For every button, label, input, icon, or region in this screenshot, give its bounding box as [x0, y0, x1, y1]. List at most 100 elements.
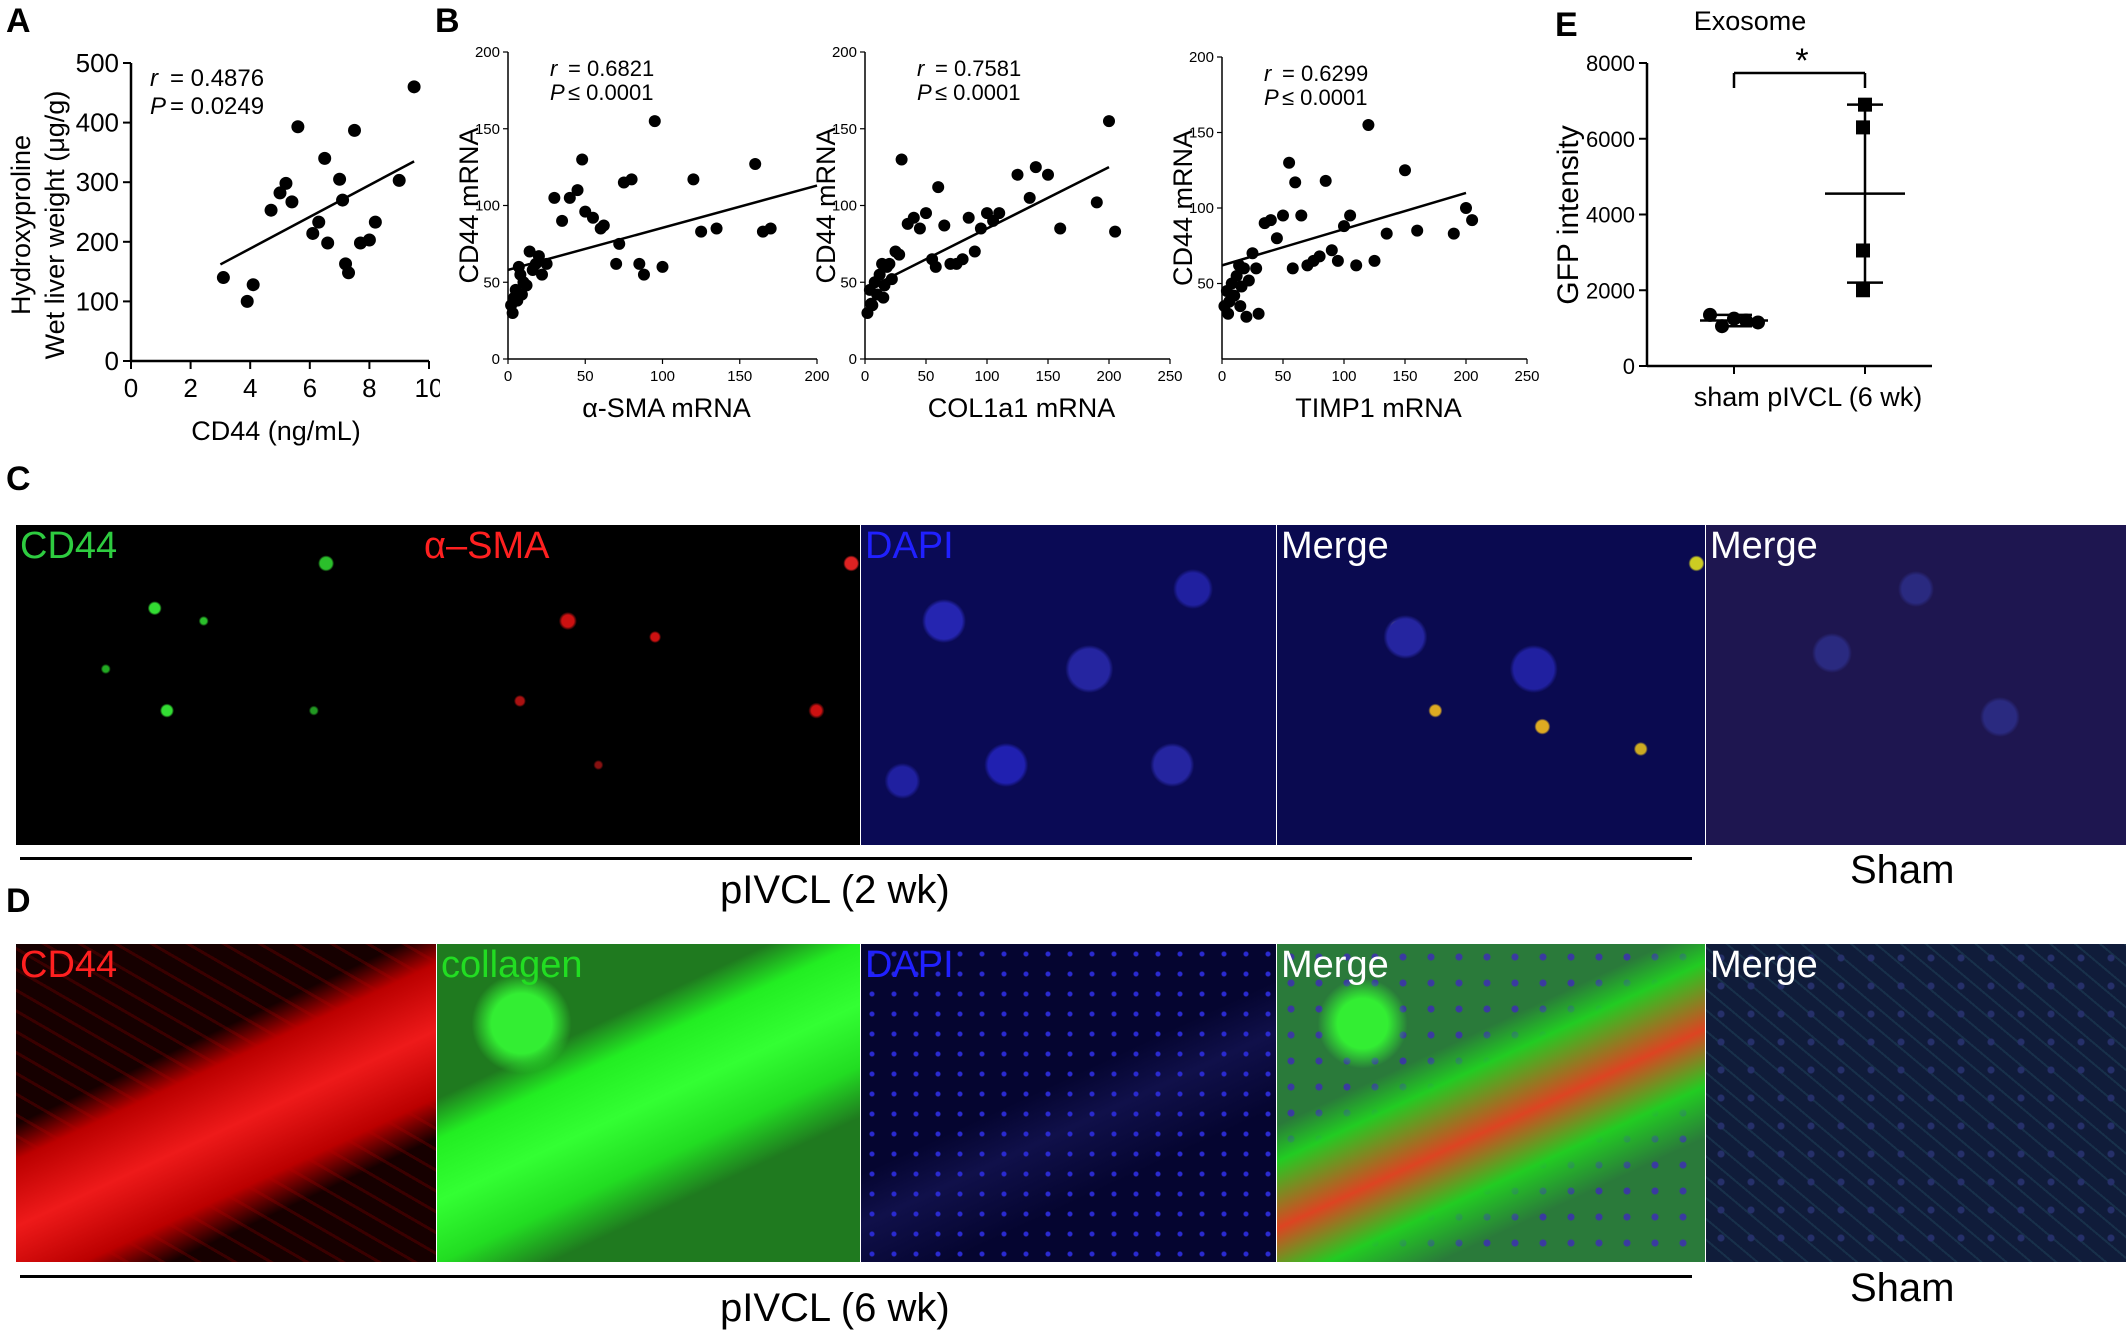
panel-b-xtick-label: 150 [727, 368, 752, 385]
panel-b-fit-line [507, 184, 818, 272]
panel-b-point [1234, 300, 1247, 313]
panel-b-xtick-label: 100 [1331, 368, 1356, 385]
panel-b-fit-line [864, 166, 1110, 292]
panel-a-point [273, 186, 287, 200]
panel-b-p-value: ≤ 0.0001 [935, 80, 1020, 105]
panel-b-point [532, 250, 545, 263]
panel-b-point [993, 207, 1006, 220]
c-image-dapi: DAPI [861, 525, 1276, 845]
panel-e-ytick-label: 6000 [1586, 127, 1635, 152]
panel-b-point [1368, 254, 1381, 267]
d-label-sham-merge: Merge [1710, 944, 1818, 986]
panel-e-chart: Exosome GFP intensity 02000400060008000 … [1552, 6, 1932, 412]
panel-a-ytick-label: 500 [76, 48, 119, 78]
panel-b-ytick-label: 50 [1197, 276, 1214, 293]
panel-e-ytick-label: 0 [1623, 354, 1635, 379]
panel-b-point [515, 288, 528, 301]
panel-b-point [866, 299, 879, 312]
panel-e-title: Exosome [1694, 6, 1807, 36]
panel-b-point [968, 245, 981, 258]
panel-b-point [1319, 174, 1332, 187]
panel-a-point [407, 80, 421, 94]
panel-b-ylabel: CD44 mRNA [1168, 130, 1198, 286]
c-group-label: pIVCL (2 wk) [720, 868, 950, 912]
panel-b-xtick-label: 150 [1392, 368, 1417, 385]
panel-a-r-value: = 0.4876 [170, 65, 264, 92]
panel-b-point [1237, 262, 1250, 275]
panel-b-xlabel: COL1a1 mRNA [928, 393, 1116, 423]
panel-b-point [749, 158, 762, 171]
panel-b-point [1023, 191, 1036, 204]
panel-b-point [913, 222, 926, 235]
panel-b-point [907, 211, 920, 224]
panel-b-xtick-label: 250 [1157, 368, 1182, 385]
panel-b-plot-col1a1: 0 50 100 150 200 250 0 50 100 150 200 CD44 mRNA COL1… [811, 44, 1183, 423]
panel-b-point [1331, 254, 1344, 267]
panel-b-point [523, 245, 536, 258]
panel-b-point [1466, 214, 1479, 227]
d-label-dapi: DAPI [865, 944, 954, 986]
panel-b-point [1283, 156, 1296, 169]
panel-b-ytick-label: 150 [475, 121, 500, 138]
c-image-sham-merge: Merge [1706, 525, 2126, 845]
panel-a-point [291, 120, 305, 134]
panel-label-e: E [1555, 6, 1578, 44]
panel-a-xtick-label: 6 [303, 373, 317, 403]
panel-b-p-label: P [550, 80, 565, 105]
panel-b-point [1295, 209, 1308, 222]
panel-b-r-label: r [1264, 61, 1273, 86]
panel-e-point-sham [1751, 315, 1765, 330]
panel-e-xlabel: sham pIVCL (6 wk) [1694, 382, 1923, 412]
panel-b-ytick-label: 200 [1189, 49, 1214, 66]
panel-b-plot-asma: 0 50 100 150 200 0 50 100 150 200 CD44 mRNA α-SMA m… [454, 44, 830, 423]
panel-b-point [1264, 214, 1277, 227]
panel-e-point-pivcl [1856, 120, 1870, 135]
d-image-collagen: collagen [437, 944, 860, 1262]
panel-a-point [240, 294, 254, 308]
d-label-merge: Merge [1281, 944, 1389, 986]
panel-b-point [873, 268, 886, 281]
d-sham-label: Sham [1850, 1266, 1955, 1310]
d-image-dapi: DAPI [861, 944, 1276, 1262]
panel-e-ytick-label: 4000 [1586, 203, 1635, 228]
panel-b-point [1103, 115, 1115, 128]
panel-b-point [929, 260, 942, 273]
panel-e-axes: 0 2000 4000 6000 8000 [1586, 51, 1932, 379]
panel-a-ytick-label: 200 [76, 227, 119, 257]
panel-b-r-value: = 0.6821 [568, 56, 654, 81]
panel-a-p-label: P [150, 93, 166, 120]
panel-a-point [285, 195, 299, 209]
panel-b-xtick-label: 200 [804, 368, 829, 385]
panel-b-point [956, 253, 969, 266]
panel-e-points [1700, 71, 1905, 334]
panel-b-point [1011, 168, 1024, 181]
panel-b-point [883, 257, 896, 270]
panel-b-p-value: ≤ 0.0001 [568, 80, 653, 105]
panel-b-point [687, 173, 700, 186]
panel-b-point [637, 268, 650, 281]
panel-b-p-label: P [1264, 85, 1279, 110]
panel-b-r-value: = 0.6299 [1282, 61, 1368, 86]
panel-b-r-label: r [550, 56, 559, 81]
panel-b-ytick-label: 200 [832, 44, 857, 61]
panel-a-xtick-label: 0 [124, 373, 138, 403]
panel-b-point [506, 306, 519, 319]
panel-b-xlabel: TIMP1 mRNA [1295, 393, 1462, 423]
panel-b-point [571, 184, 584, 197]
panel-b-point [1411, 224, 1424, 237]
c-label-asma: α–SMA [424, 525, 550, 567]
d-label-cd44: CD44 [20, 944, 118, 986]
d-label-collagen: collagen [441, 944, 583, 986]
panel-a-point [368, 215, 382, 229]
panel-b-p-value: ≤ 0.0001 [1282, 85, 1367, 110]
panel-b-point [1325, 244, 1338, 257]
panel-b-r-label: r [917, 56, 926, 81]
panel-b-point [1029, 161, 1042, 174]
panel-a-point [333, 172, 347, 186]
panel-b-xtick-label: 100 [650, 368, 675, 385]
panel-a-xtick-label: 4 [243, 373, 257, 403]
panel-b-xtick-label: 100 [974, 368, 999, 385]
panel-b-ylabel: CD44 mRNA [811, 127, 841, 283]
d-image-sham-merge: Merge [1706, 944, 2126, 1262]
